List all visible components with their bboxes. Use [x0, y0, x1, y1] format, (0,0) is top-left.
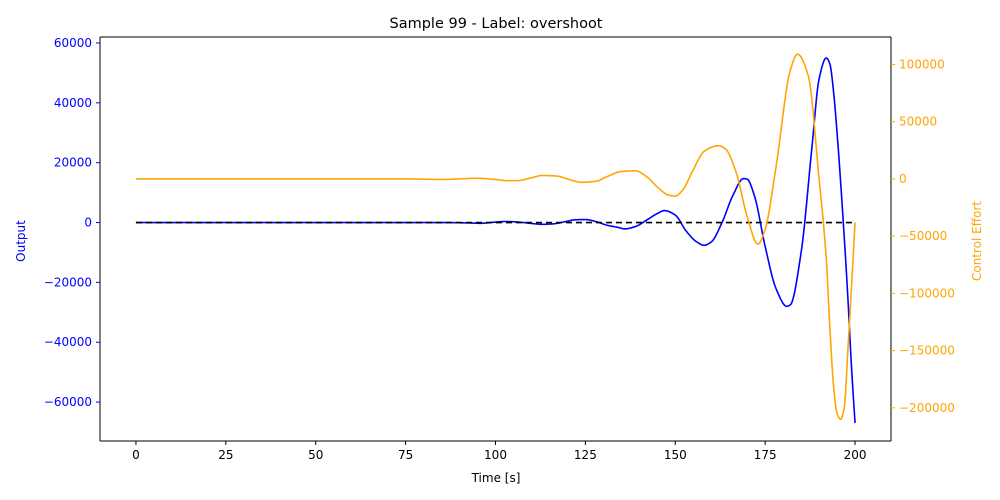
x-tick-label: 75: [398, 448, 413, 462]
left-y-tick-label: 60000: [54, 36, 92, 50]
left-y-tick-label: 40000: [54, 96, 92, 110]
x-tick-label: 175: [754, 448, 777, 462]
x-tick-label: 50: [308, 448, 323, 462]
left-y-tick-label: −40000: [44, 335, 92, 349]
x-tick-label: 100: [484, 448, 507, 462]
control-effort-line: [135, 53, 856, 421]
right-y-tick-label: 100000: [899, 57, 945, 71]
left-y-tick-label: 20000: [54, 156, 92, 170]
chart-title: Sample 99 - Label: overshoot: [390, 16, 603, 32]
right-y-tick-label: 0: [899, 172, 907, 186]
x-axis-title: Time [s]: [471, 471, 521, 485]
x-tick-label: 25: [218, 448, 233, 462]
x-tick-label: 0: [132, 448, 140, 462]
right-y-tick-label: −150000: [899, 344, 955, 358]
left-y-axis-title: Output: [14, 220, 28, 262]
left-y-tick-label: −20000: [44, 275, 92, 289]
right-y-tick-label: 50000: [899, 115, 937, 129]
output-line: [135, 57, 856, 424]
right-y-axis-title: Control Effort: [970, 201, 984, 281]
plot-area: 0 25 50 75 100 125 150 175 200 60000 40000 20000 0 −2…: [44, 36, 955, 462]
left-y-tick-label: 0: [84, 216, 92, 230]
x-tick-label: 200: [844, 448, 867, 462]
left-y-tick-label: −60000: [44, 395, 92, 409]
right-y-tick-label: −200000: [899, 401, 955, 415]
x-tick-label: 125: [574, 448, 597, 462]
right-y-tick-label: −50000: [899, 229, 947, 243]
right-y-tick-label: −100000: [899, 286, 955, 300]
x-tick-label: 150: [664, 448, 687, 462]
